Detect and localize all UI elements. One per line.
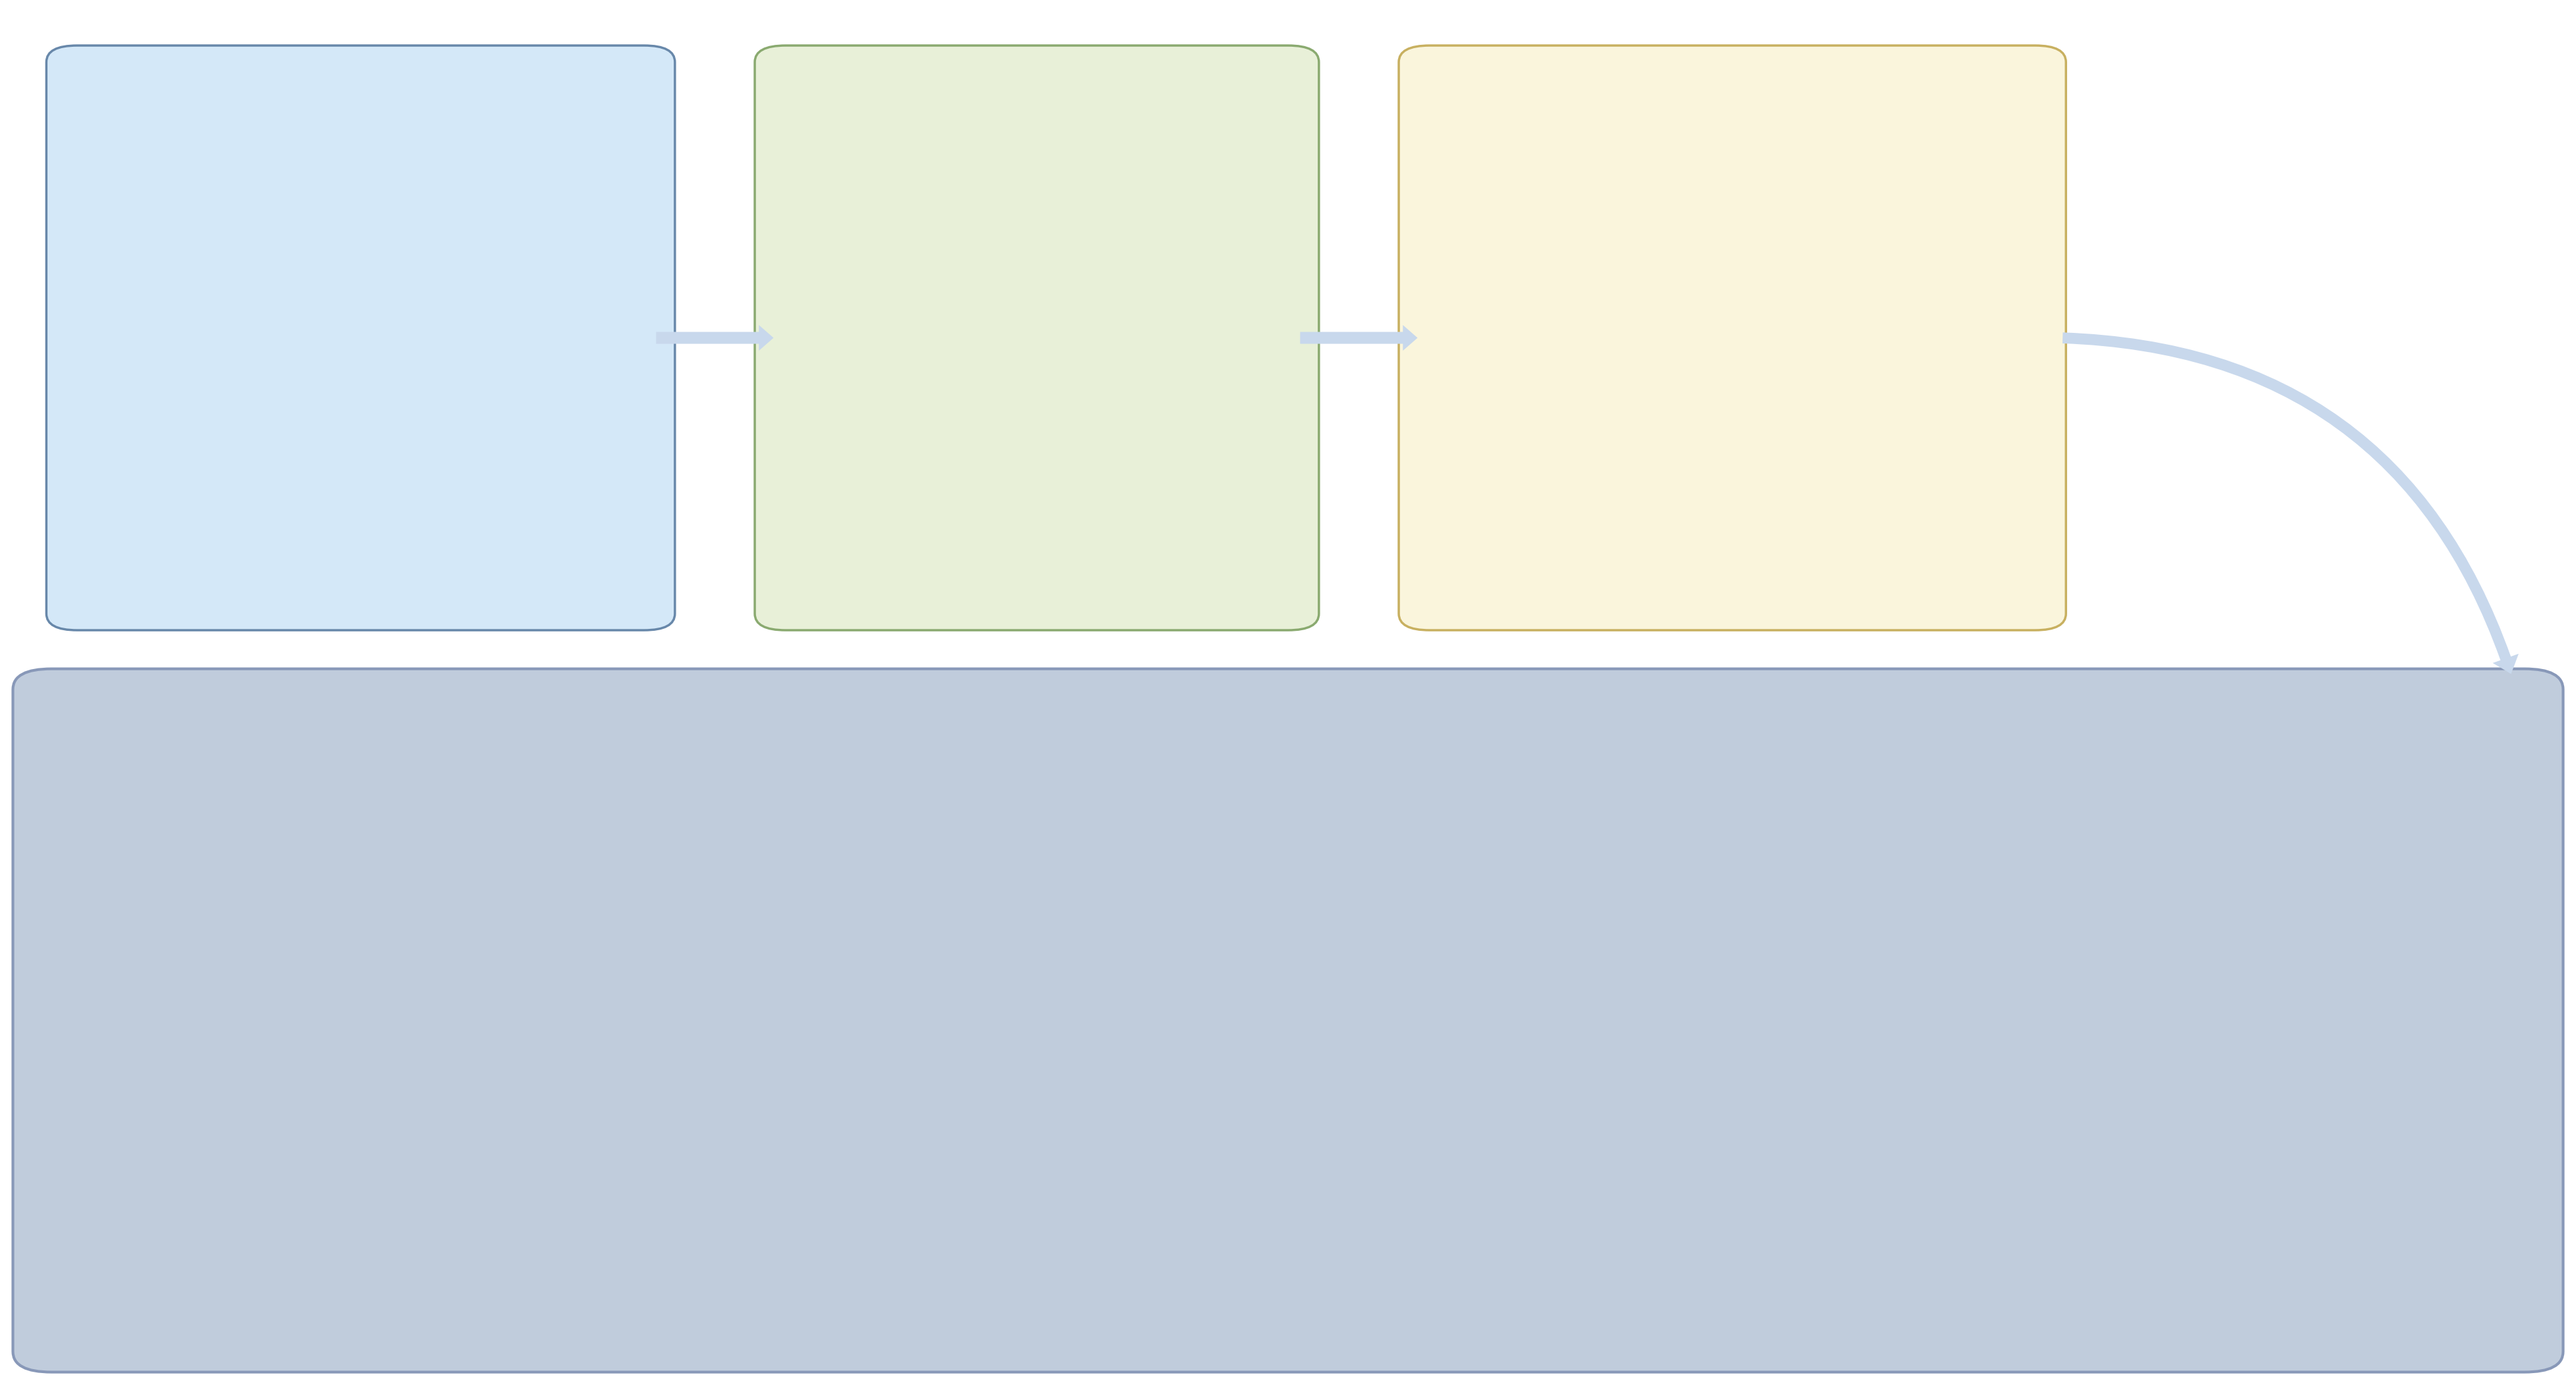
$St = 0.4$ [1321, 1070, 1352, 1087]
$St = 0.6$ [1321, 867, 1352, 884]
Point [247, 1186, 289, 1208]
Text: ...: ... [1723, 541, 1741, 560]
Text: (a): (a) [605, 1343, 631, 1361]
Y-axis label: $C_T(exp)$: $C_T(exp)$ [108, 965, 129, 1034]
Text: Scaling law: Scaling law [1656, 124, 1808, 146]
$St = 0.4$ [1520, 1029, 1551, 1045]
Bar [381, 232, 634, 390]
Bar [98, 364, 350, 603]
Point [173, 1218, 214, 1240]
Point [299, 1154, 340, 1176]
$St = 0.2$ [1275, 1247, 1306, 1263]
Polygon shape [469, 327, 489, 381]
$St = 0.2$ [1520, 1160, 1551, 1176]
$St = 0.6$ [1291, 943, 1321, 960]
Point [219, 1186, 260, 1208]
Point [319, 1157, 361, 1179]
Point [265, 1157, 307, 1179]
Polygon shape [245, 243, 304, 306]
Line: $St = 0.6$: $St = 0.6$ [1288, 822, 2257, 1015]
Point [183, 1222, 224, 1244]
Y-axis label: $C_T$: $C_T$ [1203, 989, 1224, 1011]
$St = 0.6$ [1352, 845, 1383, 862]
Bar [381, 390, 634, 603]
$St = 0.6$ [1749, 819, 1780, 836]
Text: $C_P\sim a_2 f^*(St^2 - St_h St_\theta)$: $C_P\sim a_2 f^*(St^2 - St_h St_\theta)$ [1641, 392, 1824, 412]
Point [580, 997, 621, 1019]
Point [204, 1191, 245, 1214]
$St = 0.2$ [1291, 1216, 1321, 1233]
$St = 0.2$ [1381, 1164, 1412, 1180]
$St = 0.6$ [1381, 830, 1412, 847]
Bar [381, 73, 634, 232]
Point [165, 1222, 206, 1244]
$St = 0.2$ [1749, 1157, 1780, 1174]
$St = 0.6$ [1306, 898, 1337, 914]
$St = 0.2$ [1306, 1202, 1337, 1219]
$St = 0.4$ [1306, 1089, 1337, 1106]
Point [652, 992, 693, 1014]
$St = 0.4$ [1749, 1023, 1780, 1040]
Polygon shape [394, 258, 621, 349]
Legend: $St = 0.2$, $St = 0.4$, $St = 0.6$: $St = 0.2$, $St = 0.4$, $St = 0.6$ [1283, 745, 1386, 811]
$St = 0.6$ [1275, 1003, 1306, 1019]
$St = 0.4$ [2236, 1029, 2267, 1045]
$St = 0.4$ [1275, 1160, 1306, 1176]
Point [155, 1240, 196, 1262]
$St = 0.6$ [1520, 823, 1551, 840]
Text: $C_T\sim c_1 St^2 - c_4\Theta$: $C_T\sim c_1 St^2 - c_4\Theta$ [1659, 263, 1806, 285]
$St = 0.6$ [2236, 818, 2267, 834]
Polygon shape [193, 189, 245, 349]
$St = 0.2$ [1321, 1182, 1352, 1198]
Polygon shape [407, 381, 554, 444]
Point [860, 838, 902, 860]
Point [696, 896, 737, 918]
$St = 0.4$ [1381, 1040, 1412, 1056]
Ellipse shape [953, 261, 1064, 298]
X-axis label: $C_T(scal)$: $C_T(scal)$ [582, 1291, 654, 1311]
$St = 0.4$ [1352, 1051, 1383, 1067]
Point [824, 892, 866, 914]
Point [948, 760, 989, 782]
Point [456, 1073, 497, 1095]
X-axis label: Re: Re [1798, 1291, 1821, 1310]
Line: $St = 0.2$: $St = 0.2$ [1288, 1157, 2257, 1258]
Point [193, 1201, 234, 1223]
Polygon shape [137, 258, 193, 312]
Polygon shape [495, 179, 528, 258]
Point [708, 892, 750, 914]
Text: (b): (b) [1795, 1343, 1824, 1361]
Point [572, 1000, 613, 1022]
Line: $St = 0.4$: $St = 0.4$ [1288, 1027, 2257, 1172]
Point [335, 1143, 376, 1165]
$St = 0.2$ [2236, 1153, 2267, 1169]
Point [443, 1074, 484, 1096]
Point [363, 1106, 404, 1128]
Text: $St, A^*, \Theta^*, h^*, f^*$ ...: $St, A^*, \Theta^*, h^*, f^*$ ... [951, 461, 1123, 483]
Bar [98, 73, 350, 364]
$St = 0.2$ [1352, 1174, 1383, 1190]
$St = 0.4$ [1291, 1118, 1321, 1135]
